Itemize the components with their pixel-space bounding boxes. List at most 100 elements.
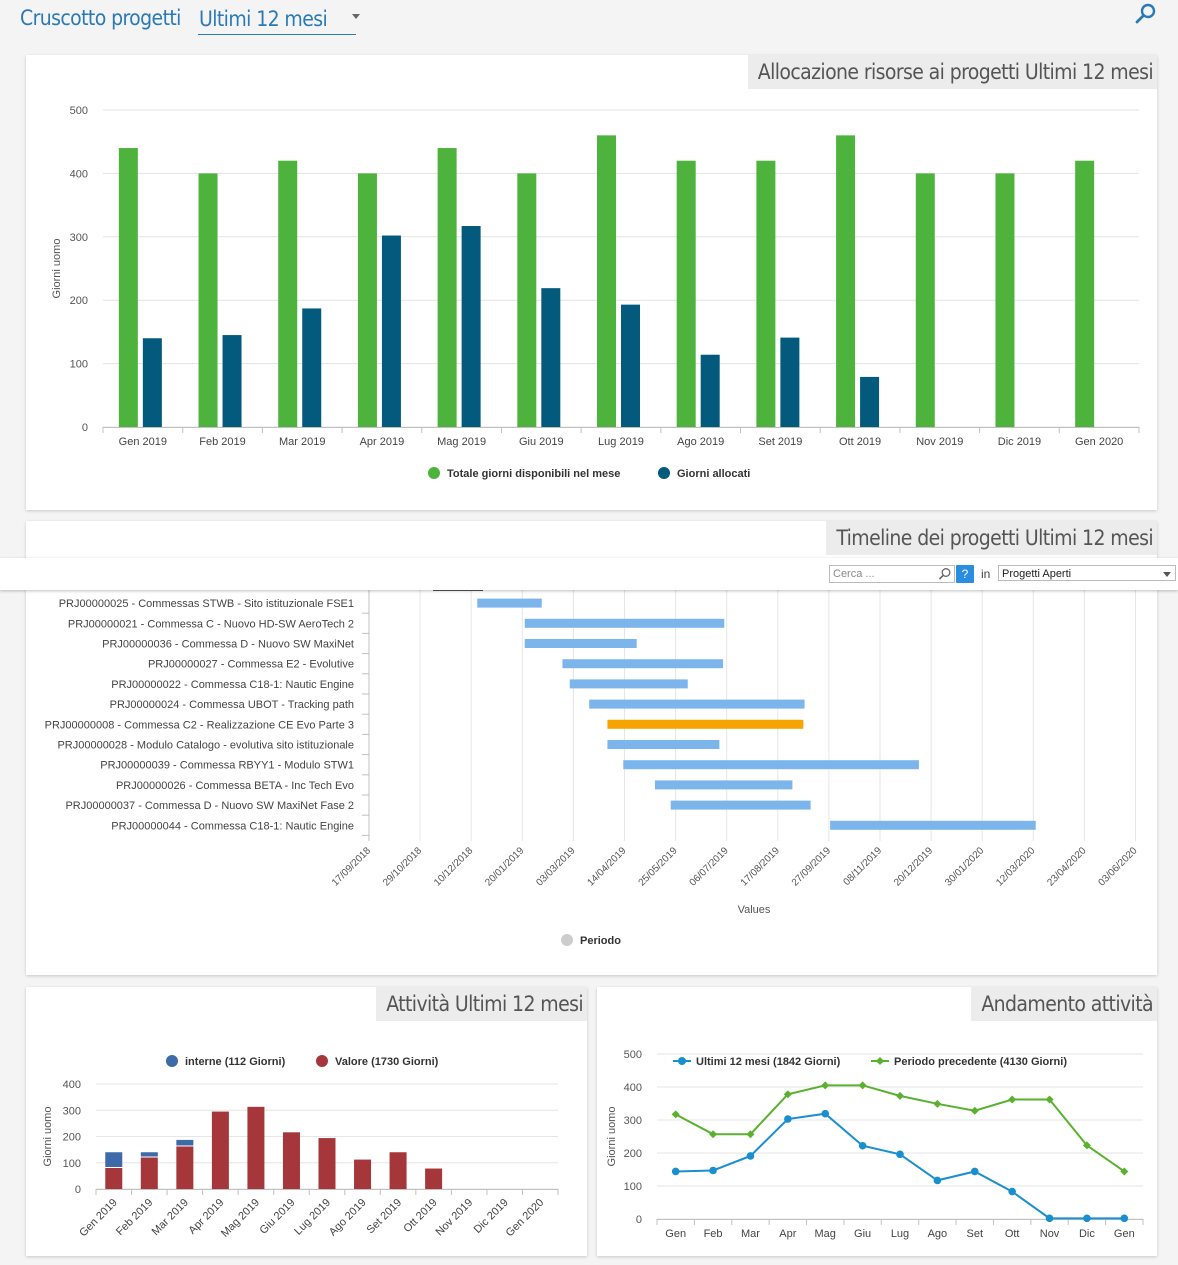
data-point <box>1008 1095 1017 1104</box>
x-tick-label: 03/03/2019 <box>534 845 577 888</box>
legend-label: Valore (1730 Giorni) <box>335 1056 439 1068</box>
data-point <box>933 1176 942 1185</box>
data-point <box>1082 1141 1091 1150</box>
x-tick-label: 14/04/2019 <box>585 845 628 888</box>
x-tick-label: Mag 2019 <box>219 1197 262 1240</box>
timeline-panel: Timeline dei progetti Ultimi 12 mesi 17/… <box>26 521 1157 975</box>
task-label: PRJ00000026 - Commessa BETA - Inc Tech E… <box>116 780 354 792</box>
magnifier-icon[interactable] <box>938 567 952 581</box>
timeline-search-input[interactable] <box>832 566 934 582</box>
bar-available-days <box>357 173 377 427</box>
legend-label: Periodo <box>580 935 621 947</box>
x-tick-label: Gen 2020 <box>1075 436 1123 448</box>
legend-marker <box>428 467 440 479</box>
series-line <box>675 1112 1125 1220</box>
bar-interne <box>176 1139 194 1146</box>
bar-allocated-days <box>461 226 481 427</box>
bar-available-days <box>278 160 298 427</box>
activity-panel: Attività Ultimi 12 mesi 0 100 200 300 400 Gio… <box>26 987 587 1256</box>
x-tick-label: Ott 2019 <box>839 436 881 448</box>
x-tick-label: Gen <box>665 1228 686 1240</box>
y-tick-label: 100 <box>624 1181 642 1193</box>
data-point <box>821 1081 830 1090</box>
task-bar <box>830 820 1036 830</box>
legend-marker <box>876 1057 884 1065</box>
task-label: PRJ00000039 - Commessa RBYY1 - Modulo ST… <box>100 760 354 772</box>
task-bar <box>569 679 688 689</box>
bar-available-days <box>1075 160 1095 427</box>
period-select[interactable]: Ultimi 12 mesi <box>198 4 360 35</box>
x-tick-label: 03/06/2020 <box>1096 845 1139 888</box>
y-axis-title: Giorni uomo <box>42 1107 54 1167</box>
bar-interne <box>105 1152 123 1167</box>
chevron-down-icon <box>352 14 360 19</box>
y-tick-label: 0 <box>75 1184 81 1196</box>
data-point <box>970 1106 979 1115</box>
data-point <box>1120 1214 1129 1223</box>
legend-label: interne (112 Giorni) <box>185 1056 286 1068</box>
x-tick-label: Ago <box>928 1228 948 1240</box>
x-axis-title: Values <box>738 904 771 916</box>
x-tick-label: Lug 2019 <box>598 436 644 448</box>
legend-label: Ultimi 12 mesi (1842 Giorni) <box>696 1056 841 1068</box>
page-title: Cruscotto progetti <box>20 6 181 30</box>
x-tick-label: Feb <box>704 1228 723 1240</box>
data-point <box>709 1130 718 1139</box>
data-point <box>1045 1214 1054 1223</box>
task-bar <box>562 659 724 669</box>
timeline-search <box>829 565 955 583</box>
bar-valore <box>211 1111 229 1189</box>
project-filter-select[interactable]: Progetti Aperti <box>998 565 1176 581</box>
bar-valore <box>140 1157 158 1189</box>
data-point <box>784 1115 792 1123</box>
x-tick-label: 06/07/2019 <box>688 845 731 888</box>
bar-valore <box>318 1138 336 1189</box>
bar-available-days <box>995 173 1015 427</box>
y-tick-label: 200 <box>70 295 88 307</box>
task-label: PRJ00000024 - Commessa UBOT - Tracking p… <box>110 699 354 711</box>
bar-allocated-days <box>381 235 401 427</box>
x-tick-label: Ago 2019 <box>327 1197 369 1239</box>
y-tick-label: 400 <box>624 1082 642 1094</box>
help-icon[interactable]: ? <box>956 565 974 583</box>
bar-available-days <box>517 173 537 427</box>
x-tick-label: 27/09/2019 <box>790 845 833 888</box>
data-point <box>821 1109 830 1118</box>
search-icon[interactable] <box>1134 2 1158 26</box>
task-label: PRJ00000036 - Commessa D - Nuovo SW Maxi… <box>102 639 354 651</box>
bar-valore <box>425 1168 443 1189</box>
bar-allocated-days <box>621 304 640 427</box>
data-point <box>1045 1095 1054 1104</box>
task-bar <box>477 598 542 608</box>
bar-available-days <box>836 135 856 428</box>
data-point <box>746 1130 755 1139</box>
period-select-value: Ultimi 12 mesi <box>199 7 328 31</box>
y-tick-label: 100 <box>70 359 88 371</box>
bar-allocated-days <box>700 354 720 427</box>
y-tick-label: 0 <box>82 422 88 434</box>
y-tick-label: 200 <box>63 1132 81 1144</box>
allocation-panel: Allocazione risorse ai progetti Ultimi 1… <box>26 55 1157 510</box>
data-point <box>1120 1167 1129 1176</box>
task-bar <box>654 780 793 790</box>
data-point <box>746 1152 755 1160</box>
x-tick-label: Lug <box>891 1228 909 1240</box>
task-label: PRJ00000028 - Modulo Catalogo - evolutiv… <box>57 740 354 752</box>
bar-allocated-days <box>222 335 242 427</box>
task-bar <box>524 639 637 648</box>
bar-valore <box>247 1106 265 1189</box>
data-point <box>671 1167 680 1176</box>
data-point <box>858 1141 867 1150</box>
y-tick-label: 400 <box>63 1079 81 1091</box>
x-tick-label: 17/09/2018 <box>330 845 373 888</box>
legend-marker <box>678 1057 686 1065</box>
y-tick-label: 100 <box>63 1158 81 1170</box>
y-tick-label: 200 <box>624 1148 642 1160</box>
x-tick-label: Dic <box>1079 1228 1095 1240</box>
bar-available-days <box>118 148 138 427</box>
x-tick-label: Gen 2020 <box>504 1197 547 1240</box>
x-tick-label: 08/11/2019 <box>841 845 884 888</box>
task-label: PRJ00000037 - Commessa D - Nuovo SW Maxi… <box>65 800 354 812</box>
legend-marker <box>166 1055 178 1067</box>
task-label: PRJ00000044 - Commessa C18-1: Nautic Eng… <box>111 820 354 832</box>
